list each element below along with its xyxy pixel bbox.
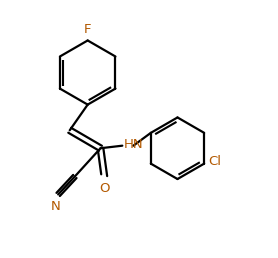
Text: F: F — [84, 23, 91, 36]
Text: O: O — [99, 182, 110, 195]
Text: N: N — [51, 200, 61, 213]
Text: HN: HN — [124, 138, 143, 151]
Text: Cl: Cl — [208, 155, 221, 168]
